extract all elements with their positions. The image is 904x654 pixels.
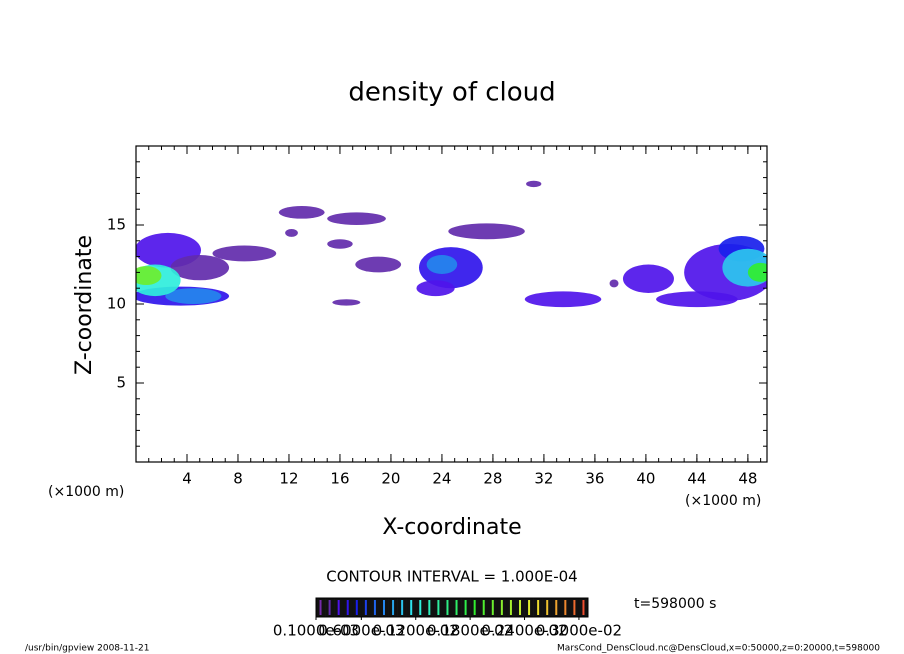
cloud-patch [285, 228, 298, 237]
x-tick-label: 12 [279, 470, 298, 488]
cloud-patch [332, 299, 361, 306]
cloud-patch [327, 239, 353, 249]
cloud-patch [327, 212, 386, 225]
x-tick-label: 48 [738, 470, 757, 488]
x-tick-label: 32 [534, 470, 553, 488]
cloud-patch [747, 262, 767, 282]
chart-title: density of cloud [348, 78, 555, 108]
colorbar-tick-label: 0.6000e-03 [318, 622, 404, 640]
x-unit-label: (×1000 m) [48, 484, 124, 500]
colorbar-tick-label: 0.1000e-03 [273, 622, 359, 640]
colorbar-tick-label: 0.3000e-02 [536, 622, 622, 640]
cloud-patch [524, 291, 602, 308]
colorbar-frame [315, 597, 589, 618]
cloud-patch [136, 266, 162, 286]
x-tick-label: 8 [233, 470, 243, 488]
cloud-patch [609, 279, 619, 288]
cloud-patch [656, 291, 738, 308]
cloud-patch [355, 256, 402, 273]
x-unit-label: (×1000 m) [685, 493, 761, 509]
cloud-patch [448, 223, 525, 240]
y-tick-label: 10 [107, 295, 126, 313]
cloud-patch [170, 255, 230, 281]
colorbar-tick-label: 0.1800e-02 [427, 622, 513, 640]
x-axis-label: X-coordinate [382, 515, 521, 540]
time-label: t=598000 s [634, 596, 716, 612]
x-tick-label: 4 [182, 470, 192, 488]
x-tick-label: 24 [432, 470, 451, 488]
colorbar-tick-label: 0.2400e-02 [481, 622, 567, 640]
cloud-patch [622, 264, 674, 293]
x-tick-label: 40 [636, 470, 655, 488]
cloud-patch [212, 245, 277, 262]
colorbar-tick-label: 0.1200e-02 [373, 622, 459, 640]
plot-area [136, 180, 767, 308]
cloud-patch [278, 206, 325, 219]
contour-interval: CONTOUR INTERVAL = 1.000E-04 [326, 568, 577, 586]
x-tick-label: 28 [483, 470, 502, 488]
x-tick-label: 36 [585, 470, 604, 488]
y-tick-label: 5 [116, 374, 126, 392]
y-tick-label: 15 [107, 216, 126, 234]
x-tick-label: 44 [687, 470, 706, 488]
cloud-patch [426, 255, 458, 274]
footer-right: MarsCond_DensCloud.nc@DensCloud,x=0:5000… [557, 644, 880, 654]
cloud-patch [416, 280, 455, 297]
x-tick-label: 16 [330, 470, 349, 488]
cloud-patch [526, 180, 542, 188]
y-axis-label: Z-coordinate [72, 235, 97, 375]
x-tick-label: 20 [381, 470, 400, 488]
cloud-patch [165, 288, 222, 304]
footer-left: /usr/bin/gpview 2008-11-21 [25, 644, 149, 654]
